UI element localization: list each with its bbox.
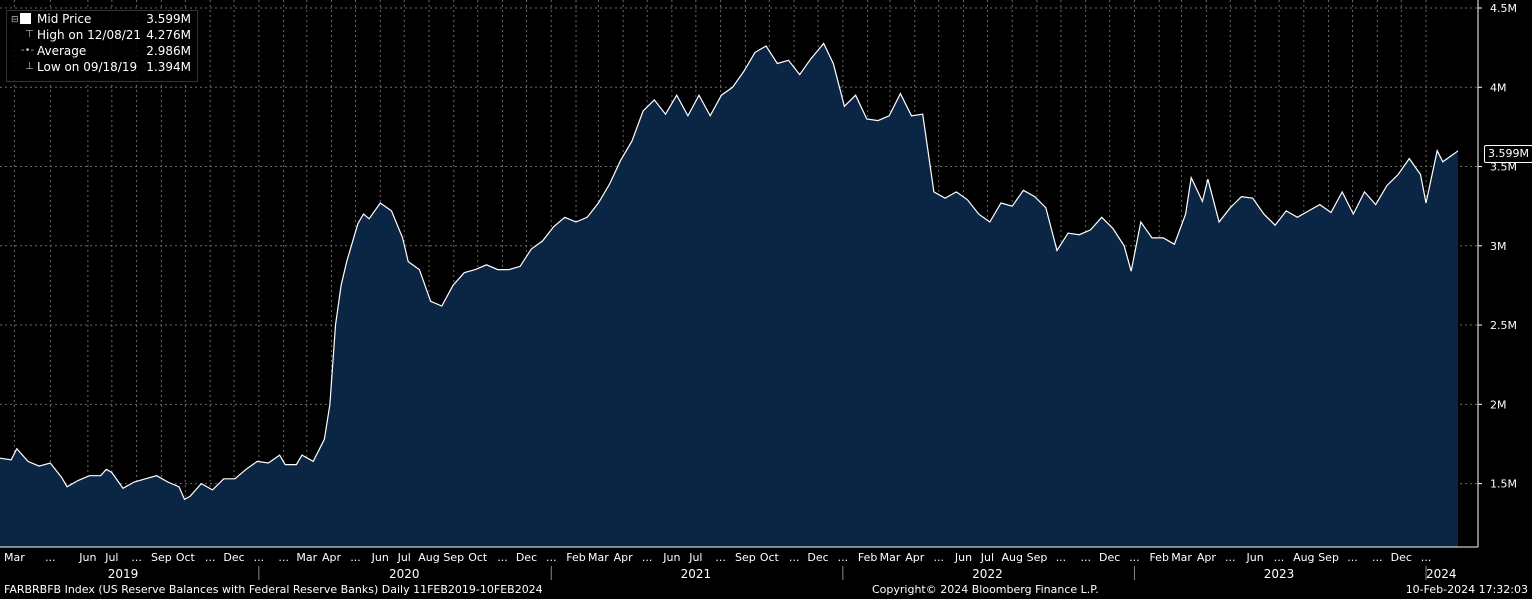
x-tick-label: Jun [662,551,680,564]
x-tick-label: Sep [443,551,464,564]
x-tick-label: ... [1129,551,1140,564]
x-tick-label: ... [254,551,265,564]
high-marker-icon: ⊤ [25,29,34,40]
x-tick-label: ... [1421,551,1432,564]
average-line-icon: -•- [21,45,35,56]
plot-area [0,42,1459,547]
x-tick-label: Aug [1293,551,1314,564]
legend-item-mid-price: ⊟ Mid Price 3.599M [7,11,197,27]
x-tick-label: Sep [735,551,756,564]
x-tick-label: ... [546,551,557,564]
x-tick-label: Dec [516,551,537,564]
low-marker-icon: ⊥ [25,61,34,72]
x-tick-label: ... [1056,551,1067,564]
solid-square-icon: ⊟ [11,13,33,25]
x-tick-label: Oct [468,551,488,564]
last-price-tag: 3.599M [1484,145,1532,163]
x-year-label: 2019 [108,567,139,581]
x-axis-ticks: Mar... Jun Jul... Sep Oct... Dec...... Mar Apr.… [4,551,1456,581]
x-tick-label: Apr [614,551,634,564]
legend-item-average: -•- Average 2.986M [7,43,197,59]
y-tick-label: 3.5M [1490,161,1517,174]
x-tick-label: ... [350,551,361,564]
x-tick-label: Apr [322,551,342,564]
legend-label: Average [37,44,87,58]
y-tick-label: 4M [1490,81,1507,94]
y-tick-label: 4.5M [1490,2,1517,15]
x-tick-label: Sep [1027,551,1048,564]
y-axis-ticks: 1.5M 2M 2.5M 3M 3.5M 4M 4.5M [1490,2,1517,491]
x-tick-label: ... [1274,551,1285,564]
x-year-label: 2020 [389,567,420,581]
x-tick-label: ... [45,551,56,564]
x-tick-label: Feb [1149,551,1168,564]
legend-value: 1.394M [146,60,191,74]
x-tick-label: ... [131,551,142,564]
x-tick-label: Dec [1099,551,1120,564]
x-tick-label: ... [278,551,289,564]
x-tick-label: Sep [1318,551,1339,564]
x-tick-label: Apr [905,551,925,564]
x-tick-label: ... [642,551,653,564]
legend: ⊟ Mid Price 3.599M ⊤ High on 12/08/21 4.… [6,10,198,82]
footer-timestamp: 10-Feb-2024 17:32:03 [1405,583,1528,596]
series-line-mid-price [0,42,1459,501]
x-tick-label: Jun [78,551,96,564]
x-tick-label: ... [933,551,944,564]
x-tick-label: Jul [980,551,994,564]
x-tick-label: ... [497,551,508,564]
x-tick-label: Mar [588,551,609,564]
x-tick-label: Dec [1391,551,1412,564]
x-tick-label: Mar [296,551,317,564]
x-tick-label: Apr [1197,551,1217,564]
x-tick-label: Jul [397,551,411,564]
legend-value: 3.599M [146,12,191,26]
x-tick-label: Mar [1171,551,1192,564]
legend-value: 2.986M [146,44,191,58]
y-tick-label: 2.5M [1490,319,1517,332]
legend-item-high: ⊤ High on 12/08/21 4.276M [7,27,197,43]
x-tick-label: Aug [1001,551,1022,564]
x-year-label: 2022 [972,567,1003,581]
x-tick-label: Dec [807,551,828,564]
x-tick-label: Jul [104,551,118,564]
x-year-label: 2024 [1426,567,1457,581]
x-tick-label: Jun [1245,551,1263,564]
x-tick-label: Jun [954,551,972,564]
series-area-fill [0,43,1458,547]
legend-label: Mid Price [37,12,92,26]
axes [0,0,1482,580]
legend-label: High on 12/08/21 [37,28,142,42]
x-tick-label: Jul [688,551,702,564]
x-tick-label: ... [1372,551,1383,564]
x-tick-label: Aug [418,551,439,564]
x-tick-label: ... [715,551,726,564]
x-tick-label: Feb [858,551,877,564]
legend-value: 4.276M [146,28,191,42]
footer-security-description: FARBRBFB Index (US Reserve Balances with… [4,583,543,596]
footer-copyright: Copyright© 2024 Bloomberg Finance L.P. [872,583,1099,596]
x-tick-label: Jun [371,551,389,564]
x-tick-label: Mar [4,551,25,564]
x-tick-label: Feb [566,551,585,564]
x-tick-label: Sep [151,551,172,564]
y-tick-label: 1.5M [1490,478,1517,491]
y-tick-label: 3M [1490,240,1507,253]
x-tick-label: Oct [176,551,196,564]
y-tick-label: 2M [1490,398,1507,411]
legend-label: Low on 09/18/19 [37,60,138,74]
x-year-label: 2023 [1264,567,1295,581]
x-tick-label: Oct [760,551,780,564]
x-tick-label: ... [1080,551,1091,564]
x-tick-label: ... [205,551,216,564]
x-tick-label: Mar [880,551,901,564]
x-year-label: 2021 [681,567,712,581]
x-tick-label: ... [789,551,800,564]
x-tick-label: ... [838,551,849,564]
x-tick-label: ... [1225,551,1236,564]
legend-item-low: ⊥ Low on 09/18/19 1.394M [7,59,197,75]
x-tick-label: Dec [223,551,244,564]
x-tick-label: ... [1347,551,1358,564]
